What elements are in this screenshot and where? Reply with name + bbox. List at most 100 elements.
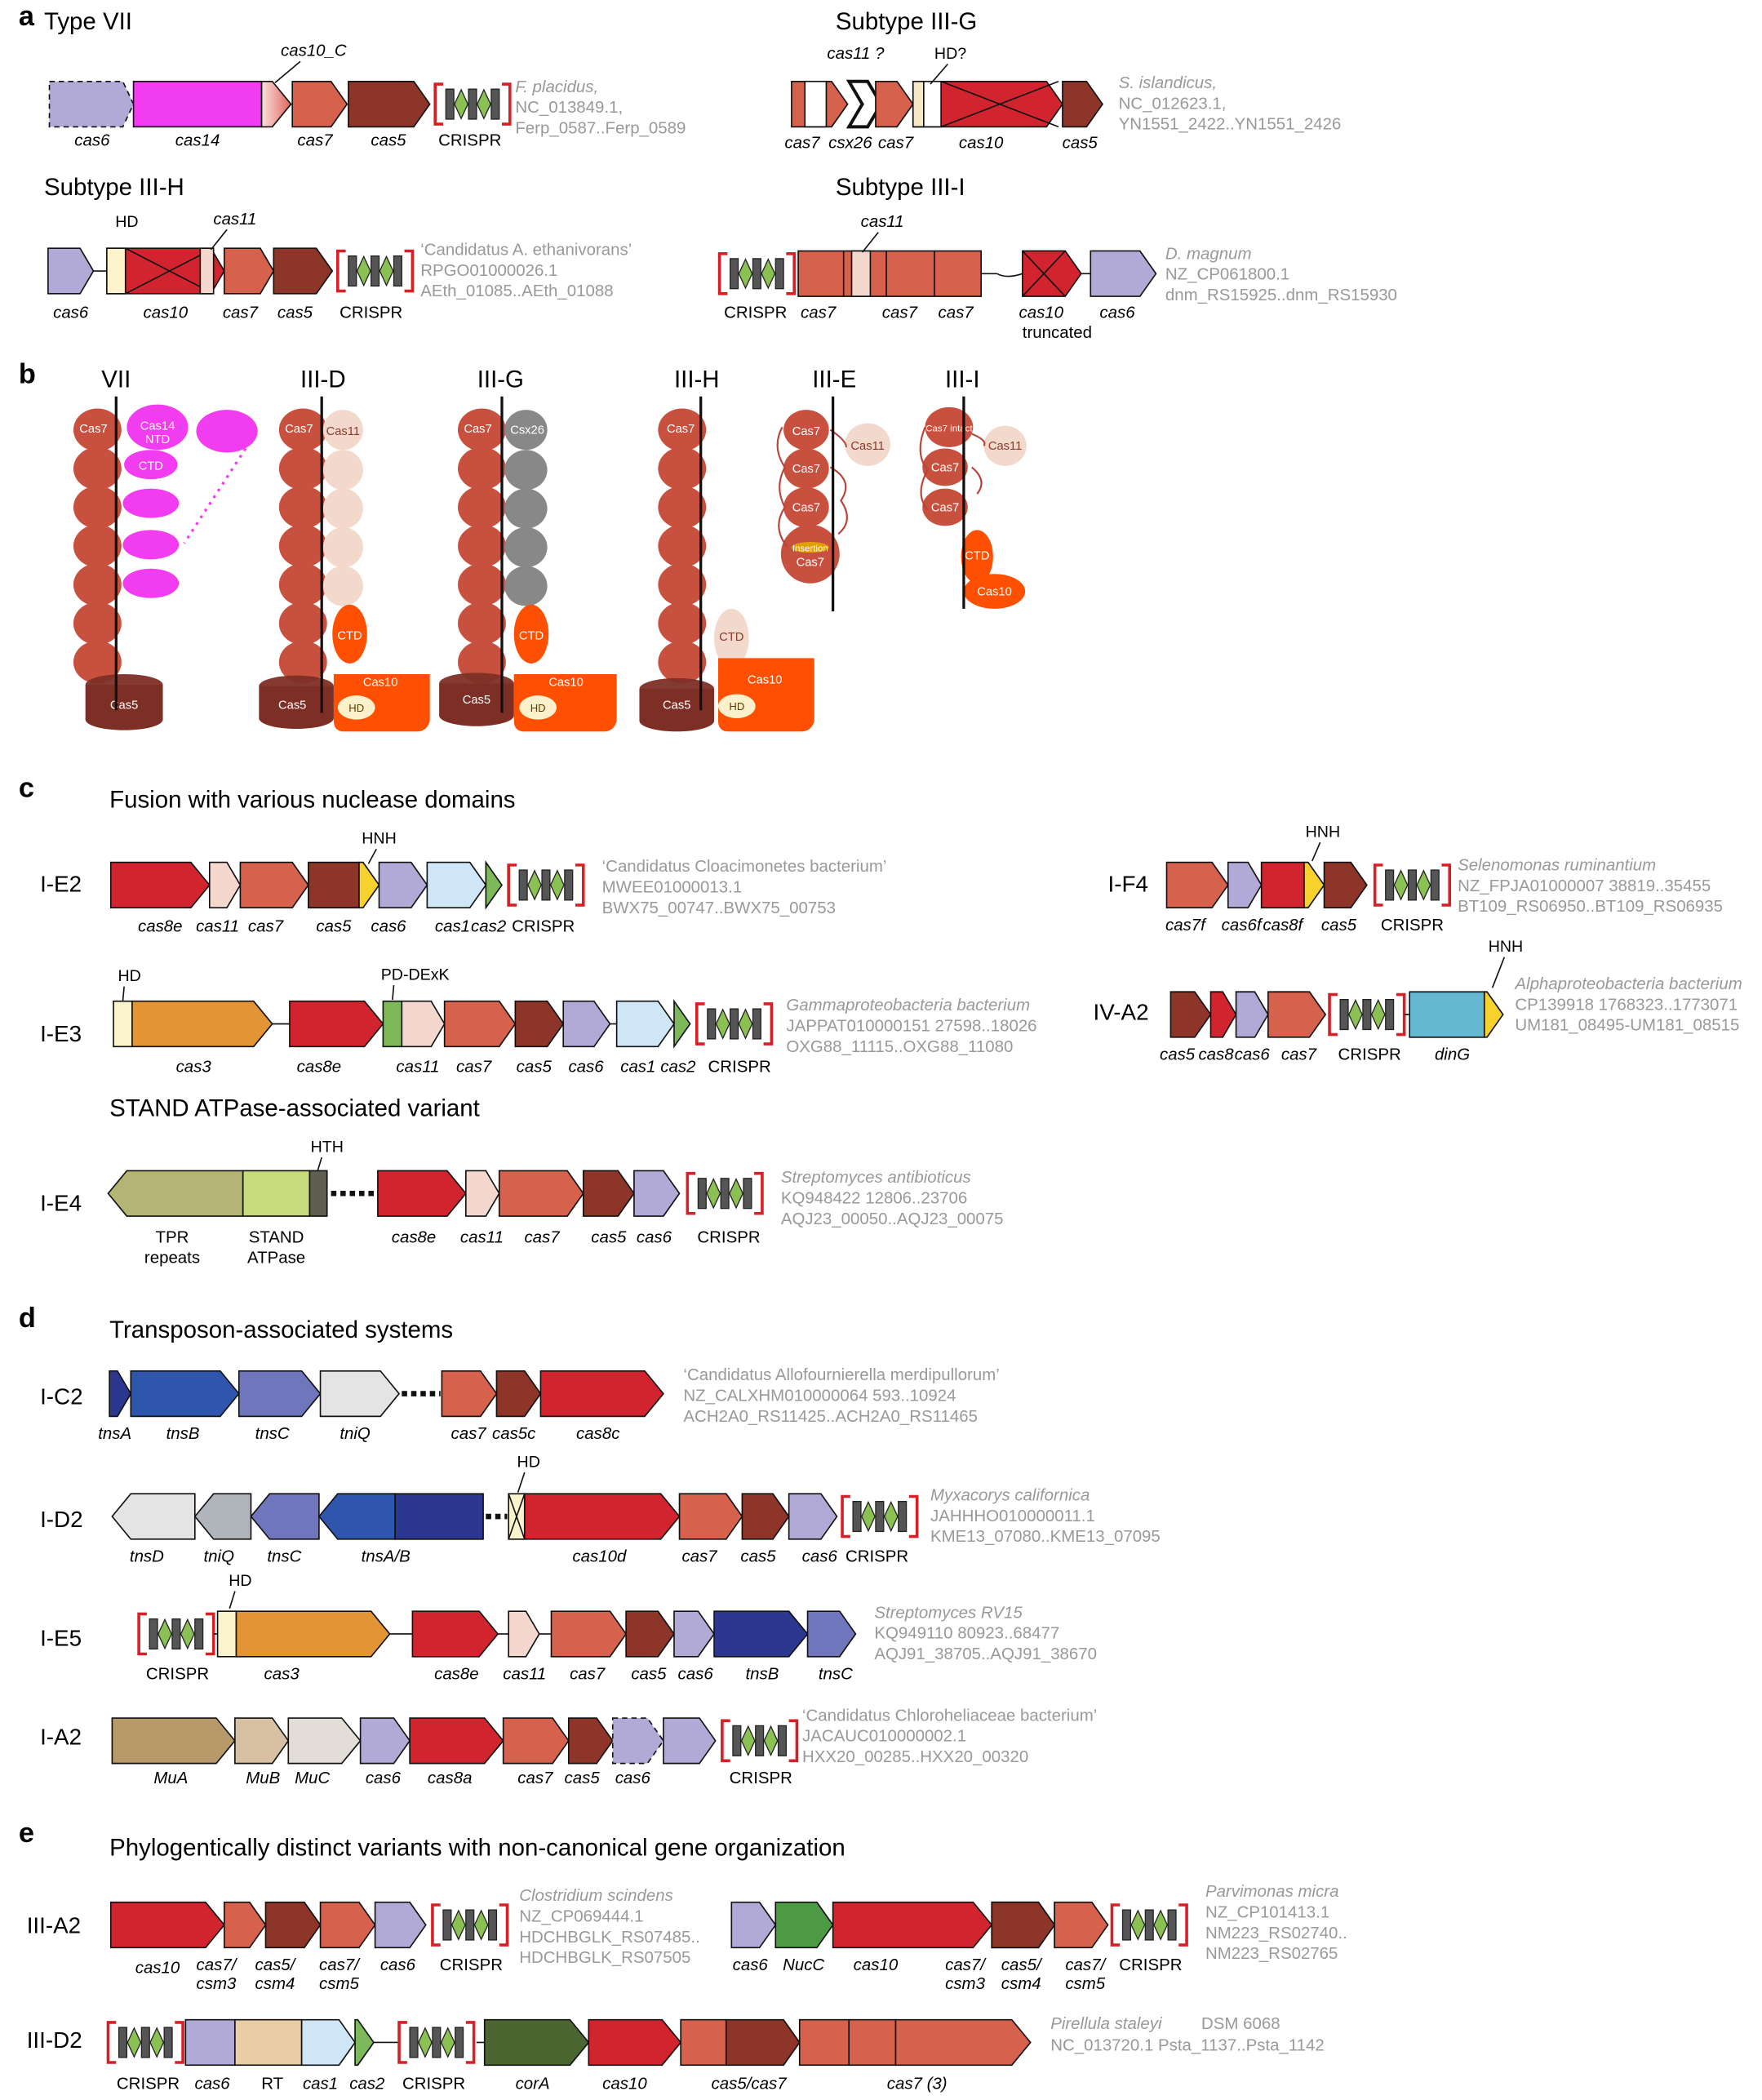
gene-label: cas6: [53, 303, 89, 322]
crispr-spacer: [527, 869, 542, 901]
domain-label: HD: [118, 967, 140, 985]
gene-label: cas8: [1198, 1046, 1234, 1064]
section-heading: STAND ATPase-associated variant: [109, 1094, 480, 1121]
system-title: Type VII: [44, 8, 132, 35]
hnh-domain: [358, 861, 380, 909]
cas11-subunit: [983, 425, 1027, 466]
gene-label: tnsA/B: [362, 1547, 411, 1566]
source-text: NZ_CP101413.1: [1205, 1903, 1329, 1922]
cas6-gene: [1090, 250, 1157, 297]
gene-label: CRISPR: [1381, 916, 1444, 935]
gene-label: cas10: [135, 1958, 180, 1977]
gene-label: cas10: [854, 1956, 899, 1974]
gene-label: cas1: [620, 1057, 655, 1076]
cas10-ctd: [332, 604, 367, 664]
source-text: ‘Candidatus Chloroheliaceae bacterium’: [802, 1706, 1097, 1725]
source-text: BWX75_00747..BWX75_00753: [602, 899, 836, 917]
gene-label: cas7/: [319, 1956, 361, 1974]
crispr-spacer: [1348, 998, 1363, 1031]
subunit-label: CTD: [965, 549, 989, 562]
cas7-subunit: [458, 641, 506, 684]
cas6-gene: [633, 1170, 681, 1217]
csx26-subunit: [504, 488, 548, 529]
crispr-bracket-right: [754, 1171, 764, 1215]
crispr-repeat: [752, 258, 761, 290]
crispr-repeat: [1430, 869, 1440, 901]
crispr-spacer: [761, 258, 776, 290]
cas7-subunit: [278, 408, 327, 451]
crispr-bracket-left: [1328, 992, 1338, 1037]
cas3-gene: [235, 1610, 391, 1658]
gene-label: cas7: [570, 1665, 606, 1684]
crispr-bracket-left: [507, 864, 517, 907]
crispr-repeat: [774, 258, 784, 290]
source-text: HDCHBGLK_RS07485..: [519, 1928, 700, 1947]
crispr-spacer: [1393, 869, 1409, 901]
source-text: KME13_07080..KME13_07095: [930, 1527, 1161, 1546]
crispr-repeat: [852, 1500, 862, 1533]
hd-domain: [113, 1000, 133, 1048]
crispr-repeat: [371, 255, 380, 287]
gene-label: cas1: [435, 917, 470, 936]
gene-label: cas2: [349, 2075, 385, 2093]
cas7f-gene: [1165, 861, 1229, 909]
crispr-repeat: [1362, 999, 1372, 1031]
gene-label: cas8e: [297, 1057, 342, 1076]
hd-domain: [337, 695, 375, 720]
cas7-gene: [291, 80, 348, 128]
subunit-label: Cas11: [850, 440, 884, 453]
crispr-array: [106, 2021, 184, 2064]
source-text: AQJ91_38705..AQJ91_38670: [874, 1645, 1097, 1663]
hd-domain: [519, 695, 557, 720]
hd-domain: [216, 1610, 237, 1658]
crispr-spacer: [126, 2027, 142, 2058]
cas5-gene: [741, 1493, 790, 1540]
gene-label: cas10: [144, 303, 189, 322]
gene-label: cas7/: [197, 1956, 238, 1974]
cas7-subunit: [922, 488, 968, 526]
cas11-subunit: [322, 566, 363, 606]
crispr-spacer: [454, 88, 468, 120]
gene-label: cas5: [277, 303, 313, 322]
gene-label: tnsC: [267, 1547, 301, 1566]
cas7-subunit: [458, 446, 506, 491]
gene-label: MuC: [295, 1769, 330, 1787]
gene-label: tniQ: [203, 1547, 234, 1566]
domain-pointer: [517, 1472, 526, 1493]
crispr-bracket-right: [205, 1612, 215, 1656]
cas8c-gene: [539, 1370, 664, 1418]
source-text: Streptomyces antibioticus: [781, 1168, 971, 1187]
crispr-repeat: [445, 88, 455, 120]
gene-label: csm4: [255, 1974, 295, 1993]
system-name: I-D2: [40, 1507, 83, 1532]
cas5c-gene: [495, 1370, 542, 1418]
gene-label: tnsD: [130, 1547, 164, 1566]
crispr-bracket-right: [404, 249, 415, 293]
subunit-label: Cas11: [326, 425, 360, 438]
cas7-domain: [680, 2018, 727, 2067]
source-text: Clostridium scindens: [519, 1886, 673, 1905]
crispr-array: [336, 249, 415, 293]
crispr-bracket-right: [908, 1494, 919, 1538]
cas6-gene-dashed: [611, 1717, 664, 1765]
gene-label: cas5: [1321, 916, 1357, 935]
domain-pointer: [317, 1157, 322, 1171]
source-text: Pirellula staleyi: [1050, 2014, 1162, 2033]
gene-label: CRISPR: [1119, 1956, 1182, 1974]
cas11-subunit: [322, 488, 363, 529]
gene-label: cas5: [565, 1769, 601, 1787]
cas5-subunit-top: [639, 677, 715, 700]
pd-dexk-domain: [382, 1000, 403, 1048]
cas7-subunit: [73, 446, 122, 491]
crispr-bracket-left: [721, 1719, 730, 1763]
cas8-gene: [1209, 991, 1237, 1038]
gene-label: cas10: [602, 2075, 647, 2093]
crispr-repeat: [755, 1725, 765, 1756]
gene-label: TPR: [156, 1228, 189, 1247]
crispr-bracket-right: [1396, 992, 1406, 1037]
tnsB-gene: [713, 1610, 809, 1658]
section-heading: Transposon-associated systems: [109, 1316, 453, 1343]
crispr-bracket-right: [786, 251, 796, 295]
gene-label: cas6: [74, 131, 110, 149]
